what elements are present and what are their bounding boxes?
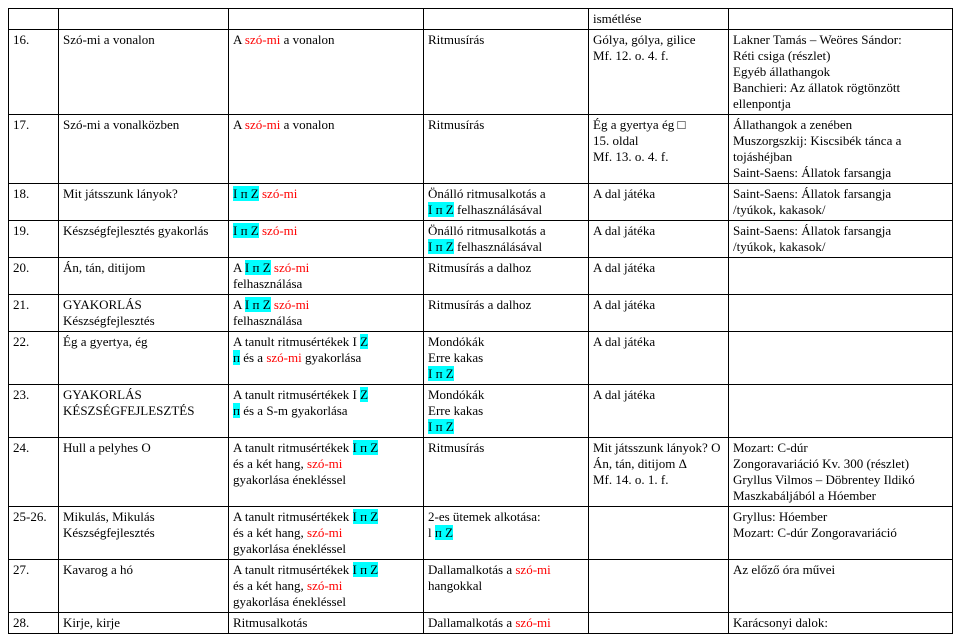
table-row: 23.GYAKORLÁSKÉSZSÉGFEJLESZTÉSA tanult ri…	[9, 385, 953, 438]
cell-activity: Dallamalkotás a szó-mi	[424, 613, 589, 634]
cell-ref: A dal játéka	[589, 332, 729, 385]
table-row: ismétlése	[9, 9, 953, 30]
table-row: 18.Mit játsszunk lányok?I п Z szó-miÖnál…	[9, 184, 953, 221]
cell-ref	[589, 560, 729, 613]
cell-topic: Mit játsszunk lányok?	[59, 184, 229, 221]
cell-activity: Ritmusírás	[424, 30, 589, 115]
cell-ref: Ég a gyertya ég □15. oldalMf. 13. o. 4. …	[589, 115, 729, 184]
cell-num: 22.	[9, 332, 59, 385]
cell-num: 23.	[9, 385, 59, 438]
cell-topic: Án, tán, ditijom	[59, 258, 229, 295]
table-row: 21.GYAKORLÁSKészségfejlesztésA I п Z szó…	[9, 295, 953, 332]
table-row: 22.Ég a gyertya, égA tanult ritmusértéke…	[9, 332, 953, 385]
cell-activity: Dallamalkotás a szó-mihangokkal	[424, 560, 589, 613]
cell-material	[229, 9, 424, 30]
cell-ref: A dal játéka	[589, 184, 729, 221]
cell-listen: Az előző óra művei	[729, 560, 953, 613]
table-row: 27.Kavarog a hóA tanult ritmusértékek I …	[9, 560, 953, 613]
cell-ref: A dal játéka	[589, 258, 729, 295]
table-row: 19.Készségfejlesztés gyakorlásI п Z szó-…	[9, 221, 953, 258]
cell-num: 28.	[9, 613, 59, 634]
cell-ref	[589, 507, 729, 560]
cell-topic: Ég a gyertya, ég	[59, 332, 229, 385]
cell-ref: A dal játéka	[589, 385, 729, 438]
cell-activity: Önálló ritmusalkotás aI п Z felhasználás…	[424, 221, 589, 258]
cell-listen	[729, 9, 953, 30]
cell-num: 24.	[9, 438, 59, 507]
cell-material: I п Z szó-mi	[229, 221, 424, 258]
cell-topic: GYAKORLÁSKÉSZSÉGFEJLESZTÉS	[59, 385, 229, 438]
cell-activity: MondókákErre kakasI п Z	[424, 332, 589, 385]
cell-ref: A dal játéka	[589, 221, 729, 258]
cell-ref: ismétlése	[589, 9, 729, 30]
cell-activity: MondókákErre kakasI п Z	[424, 385, 589, 438]
cell-material: A tanult ritmusértékek I Zп és a S-m gya…	[229, 385, 424, 438]
cell-activity: Ritmusírás	[424, 438, 589, 507]
cell-topic: Kavarog a hó	[59, 560, 229, 613]
cell-listen: Saint-Saens: Állatok farsangja/tyúkok, k…	[729, 221, 953, 258]
cell-topic: Szó-mi a vonalon	[59, 30, 229, 115]
table-row: 24.Hull a pelyhes OA tanult ritmusértéke…	[9, 438, 953, 507]
cell-num: 19.	[9, 221, 59, 258]
cell-num: 21.	[9, 295, 59, 332]
cell-topic: Hull a pelyhes O	[59, 438, 229, 507]
cell-num: 18.	[9, 184, 59, 221]
cell-num: 27.	[9, 560, 59, 613]
cell-material: A tanult ritmusértékek I Zп és a szó-mi …	[229, 332, 424, 385]
cell-ref: Mit játsszunk lányok? OÁn, tán, ditijom …	[589, 438, 729, 507]
cell-listen	[729, 385, 953, 438]
lesson-plan-table: ismétlése16.Szó-mi a vonalonA szó-mi a v…	[8, 8, 953, 634]
cell-activity: Ritmusírás a dalhoz	[424, 258, 589, 295]
table-row: 20.Án, tán, ditijomA I п Z szó-mifelhasz…	[9, 258, 953, 295]
cell-listen: Lakner Tamás – Weöres Sándor:Réti csiga …	[729, 30, 953, 115]
cell-topic: Mikulás, MikulásKészségfejlesztés	[59, 507, 229, 560]
cell-num	[9, 9, 59, 30]
cell-material: I п Z szó-mi	[229, 184, 424, 221]
cell-material: Ritmusalkotás	[229, 613, 424, 634]
cell-activity	[424, 9, 589, 30]
cell-topic: GYAKORLÁSKészségfejlesztés	[59, 295, 229, 332]
cell-activity: Ritmusírás a dalhoz	[424, 295, 589, 332]
table-row: 16.Szó-mi a vonalonA szó-mi a vonalonRit…	[9, 30, 953, 115]
cell-listen	[729, 295, 953, 332]
cell-num: 25-26.	[9, 507, 59, 560]
cell-num: 20.	[9, 258, 59, 295]
cell-listen: Saint-Saens: Állatok farsangja/tyúkok, k…	[729, 184, 953, 221]
cell-listen	[729, 332, 953, 385]
cell-topic: Készségfejlesztés gyakorlás	[59, 221, 229, 258]
cell-listen: Állathangok a zenébenMuszorgszkij: Kiscs…	[729, 115, 953, 184]
table-row: 28.Kirje, kirjeRitmusalkotásDallamalkotá…	[9, 613, 953, 634]
cell-material: A tanult ritmusértékek I п Zés a két han…	[229, 507, 424, 560]
cell-activity: Ritmusírás	[424, 115, 589, 184]
cell-num: 17.	[9, 115, 59, 184]
cell-material: A I п Z szó-mifelhasználása	[229, 258, 424, 295]
cell-material: A tanult ritmusértékek I п Zés a két han…	[229, 560, 424, 613]
table-row: 25-26.Mikulás, MikulásKészségfejlesztésA…	[9, 507, 953, 560]
cell-ref	[589, 613, 729, 634]
cell-listen: Karácsonyi dalok:	[729, 613, 953, 634]
cell-material: A tanult ritmusértékek I п Zés a két han…	[229, 438, 424, 507]
cell-topic: Szó-mi a vonalközben	[59, 115, 229, 184]
cell-num: 16.	[9, 30, 59, 115]
cell-material: A szó-mi a vonalon	[229, 115, 424, 184]
cell-topic: Kirje, kirje	[59, 613, 229, 634]
cell-material: A I п Z szó-mifelhasználása	[229, 295, 424, 332]
cell-activity: 2-es ütemek alkotása:l п Z	[424, 507, 589, 560]
cell-listen	[729, 258, 953, 295]
cell-material: A szó-mi a vonalon	[229, 30, 424, 115]
cell-topic	[59, 9, 229, 30]
cell-listen: Gryllus: HóemberMozart: C-dúr Zongoravar…	[729, 507, 953, 560]
cell-activity: Önálló ritmusalkotás aI п Z felhasználás…	[424, 184, 589, 221]
cell-ref: Gólya, gólya, giliceMf. 12. o. 4. f.	[589, 30, 729, 115]
table-row: 17.Szó-mi a vonalközbenA szó-mi a vonalo…	[9, 115, 953, 184]
cell-listen: Mozart: C-dúrZongoravariáció Kv. 300 (ré…	[729, 438, 953, 507]
cell-ref: A dal játéka	[589, 295, 729, 332]
